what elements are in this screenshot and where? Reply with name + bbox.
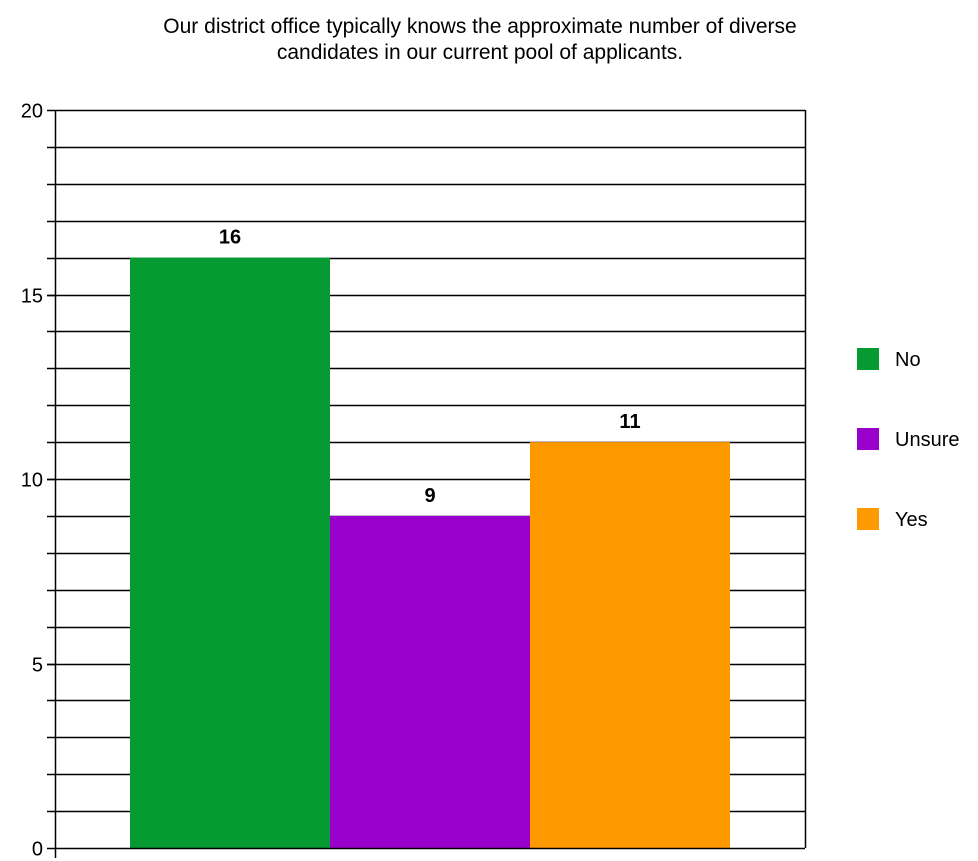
legend-label-no: No (895, 349, 921, 371)
y-tick-label: 15 (21, 286, 43, 308)
legend-swatch-unsure (857, 428, 879, 450)
bar-yes (530, 442, 730, 848)
bar-unsure (330, 515, 530, 848)
chart-title: Our district office typically knows the … (100, 14, 860, 66)
y-tick-label: 20 (21, 101, 43, 123)
y-tick-label: 5 (32, 655, 43, 677)
legend-label-unsure: Unsure (895, 429, 960, 451)
data-label-yes: 11 (619, 411, 640, 433)
y-tick-label: 0 (32, 839, 43, 861)
chart-title-line-2: candidates in our current pool of applic… (276, 41, 684, 64)
data-label-unsure: 9 (424, 485, 435, 507)
chart-title-line-1: Our district office typically knows the … (163, 15, 797, 38)
y-tick-label: 10 (21, 470, 43, 492)
legend-label-yes: Yes (895, 509, 928, 531)
data-label-no: 16 (219, 227, 241, 249)
legend-swatch-no (857, 348, 879, 370)
bar-no (130, 257, 330, 849)
legend-swatch-yes (857, 508, 879, 530)
